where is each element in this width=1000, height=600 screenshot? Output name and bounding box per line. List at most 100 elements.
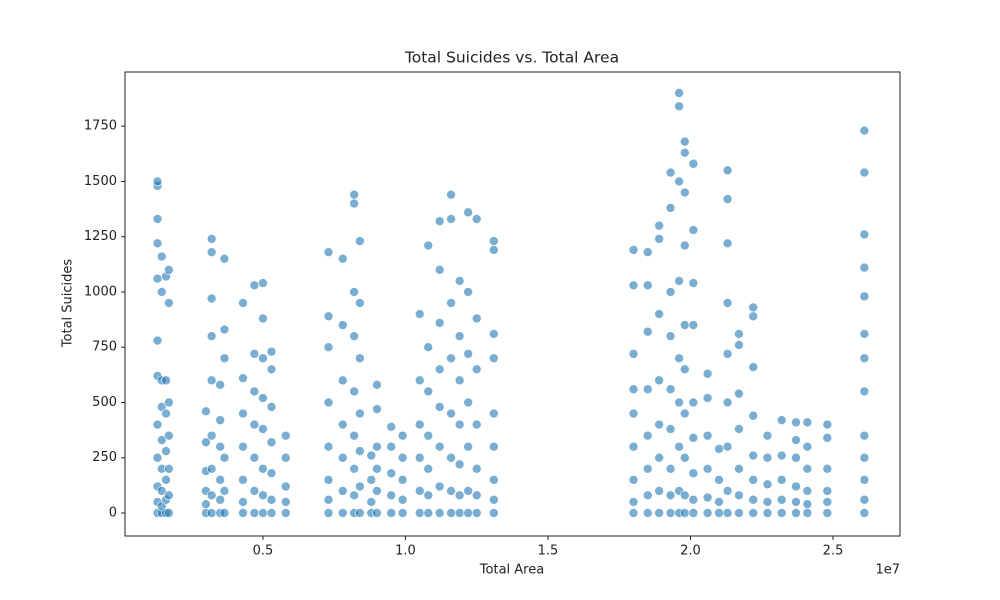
point <box>258 508 268 518</box>
point <box>688 494 699 505</box>
point <box>722 397 733 408</box>
point <box>258 278 268 288</box>
point <box>642 430 653 441</box>
point <box>859 386 870 397</box>
point <box>680 508 690 518</box>
plot-frame <box>124 71 901 537</box>
point <box>372 486 382 496</box>
point <box>386 468 397 479</box>
point <box>164 265 174 275</box>
point <box>372 379 382 390</box>
point <box>366 497 377 507</box>
point <box>249 486 260 496</box>
point <box>266 468 277 479</box>
point <box>161 375 171 386</box>
point <box>463 287 473 297</box>
point <box>722 441 733 452</box>
y-tick-label: 750 <box>92 340 117 355</box>
point <box>822 433 833 443</box>
point <box>714 444 724 454</box>
point <box>206 463 217 474</box>
point <box>337 508 348 518</box>
point <box>238 408 248 419</box>
point <box>454 276 465 286</box>
point <box>219 508 230 518</box>
y-tick-label: 1500 <box>84 174 117 189</box>
point <box>822 486 833 496</box>
point <box>238 508 248 518</box>
point <box>654 486 664 496</box>
point <box>791 435 801 445</box>
point <box>665 490 676 501</box>
point <box>337 375 348 386</box>
point <box>349 331 359 341</box>
point <box>206 430 217 441</box>
point <box>822 419 833 430</box>
point <box>238 373 248 383</box>
point <box>337 486 348 496</box>
point <box>642 384 653 395</box>
point <box>674 353 684 364</box>
point <box>454 508 465 518</box>
point <box>654 220 664 231</box>
point <box>802 441 813 452</box>
point <box>722 238 733 249</box>
point <box>802 508 813 518</box>
point <box>215 415 226 425</box>
point <box>434 318 445 328</box>
point <box>454 331 465 341</box>
point <box>762 452 773 463</box>
point <box>859 167 870 178</box>
point <box>688 320 699 330</box>
point <box>258 490 268 501</box>
y-tick-label: 1250 <box>84 229 117 244</box>
point <box>355 298 365 308</box>
point <box>249 508 260 518</box>
point <box>628 475 639 485</box>
point <box>674 88 684 98</box>
point <box>414 419 425 430</box>
point <box>355 481 365 492</box>
point <box>372 508 382 518</box>
point <box>489 441 499 452</box>
point <box>471 490 482 501</box>
point <box>463 207 473 218</box>
point <box>748 450 759 461</box>
point <box>722 486 733 496</box>
point <box>349 463 359 474</box>
point <box>680 240 690 251</box>
point <box>164 397 174 408</box>
point <box>776 415 787 425</box>
point <box>215 494 226 505</box>
point <box>156 287 167 297</box>
x-tick-label: 2.0 <box>680 544 701 559</box>
point <box>748 311 759 322</box>
x-tick-label: 1.0 <box>395 544 416 559</box>
y-tick-label: 0 <box>109 506 117 521</box>
point <box>734 388 744 399</box>
point <box>386 508 397 518</box>
point <box>446 452 456 463</box>
point <box>654 452 664 463</box>
point <box>454 375 465 386</box>
chart-title: Total Suicides vs. Total Area <box>404 49 619 67</box>
point <box>206 331 217 341</box>
point <box>665 331 676 341</box>
point <box>680 364 690 375</box>
point <box>258 463 268 474</box>
point <box>776 494 787 505</box>
point <box>489 236 499 246</box>
point <box>446 189 456 200</box>
point <box>206 375 217 386</box>
point <box>489 408 499 419</box>
y-axis-label: Total Suicides <box>61 259 76 349</box>
point <box>434 265 445 275</box>
x-tick-label: 0.5 <box>253 544 274 559</box>
point <box>680 187 690 198</box>
point <box>674 276 684 286</box>
point <box>642 490 653 501</box>
point <box>161 475 171 485</box>
point <box>201 406 211 417</box>
point <box>714 497 724 507</box>
point <box>762 479 773 490</box>
